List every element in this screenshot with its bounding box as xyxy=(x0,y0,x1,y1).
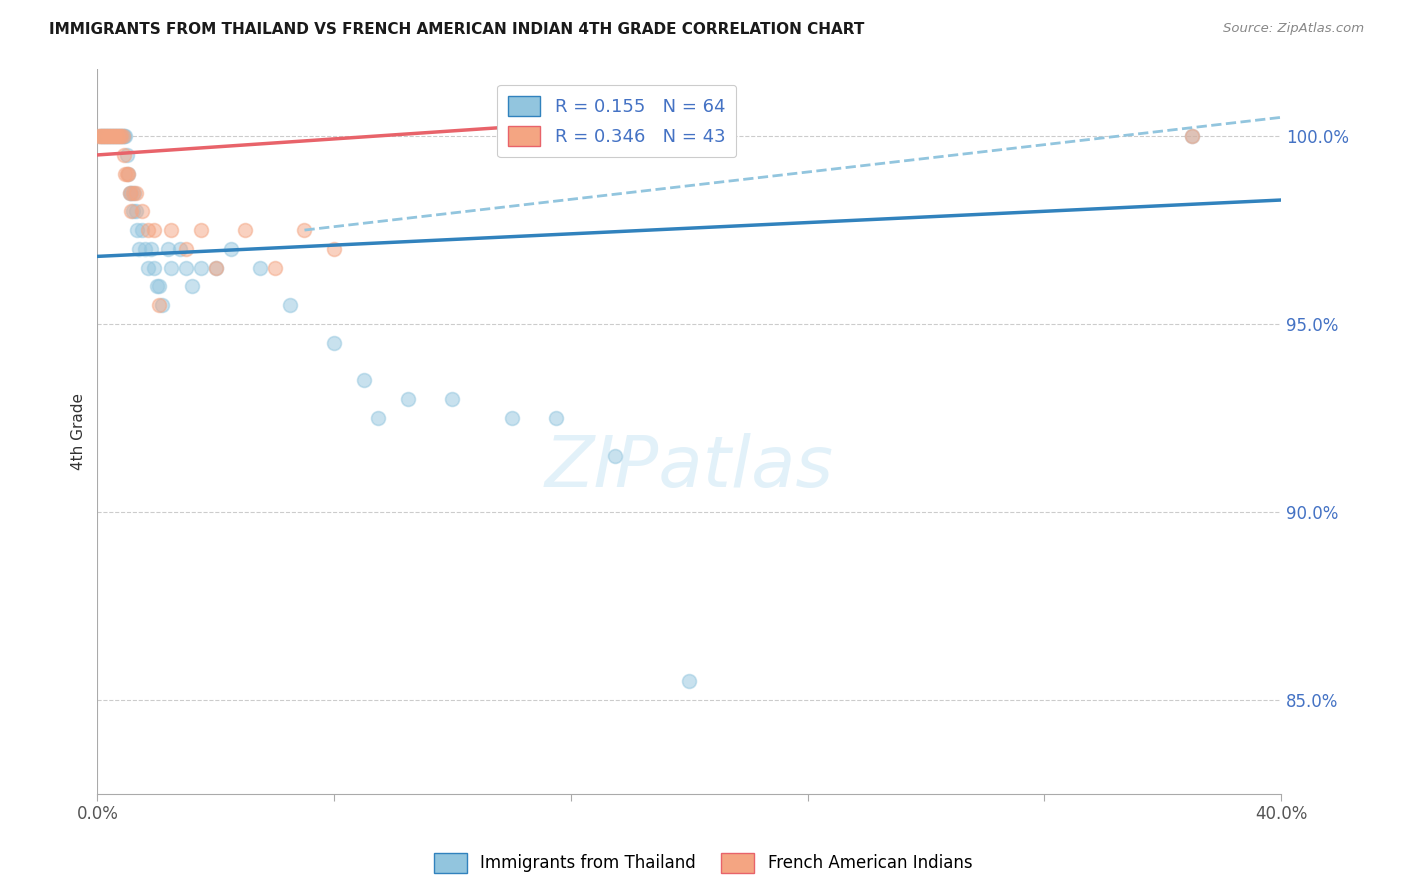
Point xyxy=(112,129,135,144)
Point xyxy=(160,260,183,275)
Point xyxy=(160,223,183,237)
Point xyxy=(115,148,138,162)
Point xyxy=(605,449,627,463)
Point xyxy=(114,129,136,144)
Point xyxy=(97,129,120,144)
Point xyxy=(114,167,136,181)
Point xyxy=(139,242,162,256)
Point xyxy=(125,186,148,200)
Point xyxy=(148,279,170,293)
Point xyxy=(117,167,139,181)
Point xyxy=(121,204,143,219)
Point xyxy=(1181,129,1204,144)
Point xyxy=(104,129,127,144)
Point xyxy=(91,129,114,144)
Point xyxy=(219,242,242,256)
Point xyxy=(120,186,142,200)
Point xyxy=(148,298,170,312)
Point xyxy=(94,129,117,144)
Point xyxy=(157,242,180,256)
Point xyxy=(98,129,121,144)
Point xyxy=(190,260,212,275)
Point xyxy=(136,223,159,237)
Point xyxy=(678,673,700,688)
Text: ZIPatlas: ZIPatlas xyxy=(544,433,834,502)
Point xyxy=(90,129,112,144)
Point xyxy=(117,167,139,181)
Point xyxy=(107,129,129,144)
Point xyxy=(124,186,146,200)
Point xyxy=(142,260,165,275)
Point xyxy=(204,260,226,275)
Point xyxy=(294,223,316,237)
Point xyxy=(501,411,523,425)
Point xyxy=(323,242,346,256)
Y-axis label: 4th Grade: 4th Grade xyxy=(72,392,86,469)
Legend: R = 0.155   N = 64, R = 0.346   N = 43: R = 0.155 N = 64, R = 0.346 N = 43 xyxy=(496,85,737,157)
Point xyxy=(104,129,127,144)
Point xyxy=(190,223,212,237)
Point xyxy=(101,129,124,144)
Point xyxy=(100,129,122,144)
Point xyxy=(120,204,142,219)
Point xyxy=(111,129,134,144)
Point xyxy=(94,129,117,144)
Point xyxy=(91,129,114,144)
Point xyxy=(96,129,118,144)
Point xyxy=(110,129,132,144)
Point xyxy=(249,260,271,275)
Point xyxy=(278,298,301,312)
Point xyxy=(264,260,287,275)
Point xyxy=(121,186,143,200)
Point xyxy=(367,411,389,425)
Point xyxy=(105,129,128,144)
Point xyxy=(110,129,132,144)
Point xyxy=(152,298,174,312)
Point xyxy=(90,129,112,144)
Point xyxy=(181,279,204,293)
Point xyxy=(118,186,141,200)
Point xyxy=(111,129,134,144)
Point xyxy=(174,260,197,275)
Point xyxy=(89,129,111,144)
Text: IMMIGRANTS FROM THAILAND VS FRENCH AMERICAN INDIAN 4TH GRADE CORRELATION CHART: IMMIGRANTS FROM THAILAND VS FRENCH AMERI… xyxy=(49,22,865,37)
Text: Source: ZipAtlas.com: Source: ZipAtlas.com xyxy=(1223,22,1364,36)
Point xyxy=(145,279,167,293)
Point xyxy=(125,204,148,219)
Point xyxy=(174,242,197,256)
Point xyxy=(98,129,121,144)
Point xyxy=(97,129,120,144)
Point xyxy=(127,223,149,237)
Point xyxy=(1181,129,1204,144)
Point xyxy=(544,411,567,425)
Point xyxy=(131,223,153,237)
Point xyxy=(323,335,346,350)
Point xyxy=(131,204,153,219)
Point xyxy=(169,242,191,256)
Point xyxy=(101,129,124,144)
Point xyxy=(107,129,129,144)
Point xyxy=(103,129,125,144)
Point xyxy=(204,260,226,275)
Point xyxy=(105,129,128,144)
Point xyxy=(87,129,110,144)
Point xyxy=(103,129,125,144)
Point xyxy=(100,129,122,144)
Point xyxy=(89,129,111,144)
Point xyxy=(115,167,138,181)
Point xyxy=(118,186,141,200)
Point xyxy=(353,373,375,387)
Point xyxy=(112,148,135,162)
Point xyxy=(108,129,131,144)
Point xyxy=(396,392,419,406)
Point xyxy=(128,242,150,256)
Point xyxy=(134,242,156,256)
Point xyxy=(96,129,118,144)
Point xyxy=(136,260,159,275)
Point xyxy=(108,129,131,144)
Point xyxy=(142,223,165,237)
Point xyxy=(441,392,464,406)
Point xyxy=(233,223,256,237)
Legend: Immigrants from Thailand, French American Indians: Immigrants from Thailand, French America… xyxy=(427,847,979,880)
